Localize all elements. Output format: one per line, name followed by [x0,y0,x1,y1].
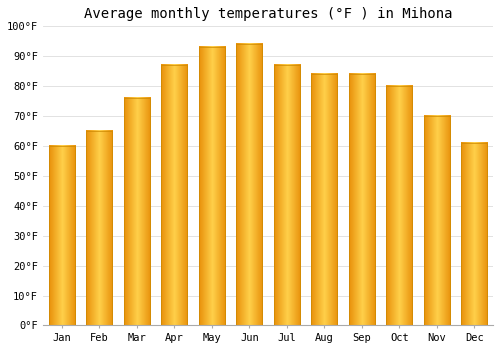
Bar [86,131,113,326]
Bar [274,65,300,326]
Bar [236,44,262,326]
Bar [461,143,487,326]
Bar [161,65,188,326]
Bar [386,86,412,326]
Bar [424,116,450,326]
Bar [198,47,225,326]
Bar [311,74,338,326]
Bar [48,146,75,326]
Bar [348,74,375,326]
Title: Average monthly temperatures (°F ) in Mihona: Average monthly temperatures (°F ) in Mi… [84,7,452,21]
Bar [124,98,150,326]
